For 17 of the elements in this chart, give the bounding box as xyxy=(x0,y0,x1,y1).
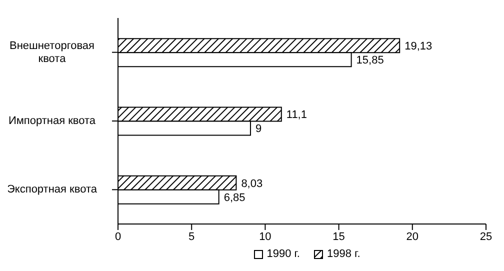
data-label: 15,85 xyxy=(356,54,384,67)
legend-label: 1990 г. xyxy=(266,248,300,260)
x-tick-label: 5 xyxy=(188,230,195,243)
y-tick-label: Экспортная квота xyxy=(7,184,98,196)
y-tick-label: Импортная квота xyxy=(8,115,96,127)
legend-label: 1998 г. xyxy=(326,248,360,260)
x-tick-label: 20 xyxy=(406,230,419,243)
data-label: 19,13 xyxy=(404,40,432,53)
x-tick-label: 25 xyxy=(480,230,492,243)
data-label: 8,03 xyxy=(241,178,263,190)
data-label: 9 xyxy=(255,123,262,136)
x-tick-label: 10 xyxy=(259,230,272,243)
x-tick-label: 0 xyxy=(114,230,122,243)
y-tick-label: Внешнеторговая квота xyxy=(9,40,95,65)
x-tick-label: 15 xyxy=(332,230,345,243)
data-label: 11,1 xyxy=(286,109,307,122)
data-label: 6,85 xyxy=(224,192,246,204)
